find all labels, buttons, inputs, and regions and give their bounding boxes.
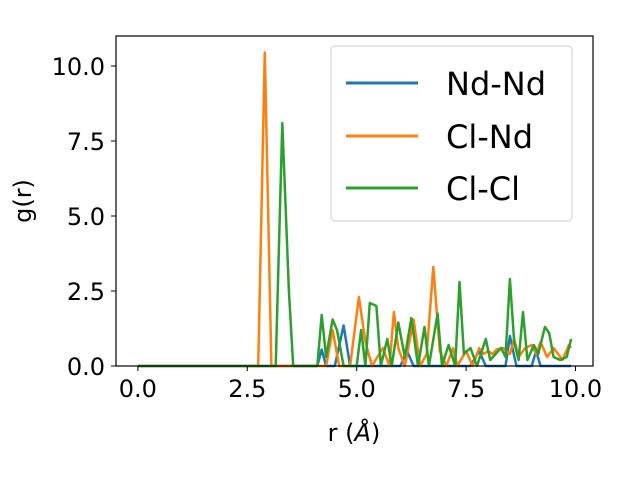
series-line-cl-cl: [137, 121, 573, 368]
series-line-cl-nd: [137, 51, 573, 368]
legend: Nd-Nd Cl-Nd Cl-Cl: [330, 45, 573, 222]
y-axis-ticks: 0.0 2.5 5.0 7.5 10.0: [52, 53, 116, 381]
x-tick-label: 0.0: [119, 375, 157, 403]
plot-frame: [115, 35, 594, 367]
x-tick-label: 10.0: [549, 375, 602, 403]
y-tick-label: 5.0: [67, 203, 105, 231]
legend-label-cl-nd: Cl-Nd: [446, 118, 533, 156]
y-axis-label: g(r): [9, 179, 37, 223]
y-tick-label: 7.5: [67, 128, 105, 156]
y-tick-label: 10.0: [52, 53, 105, 81]
x-tick-label: 7.5: [447, 375, 485, 403]
legend-label-nd-nd: Nd-Nd: [446, 65, 546, 103]
x-axis-label: r (Å): [328, 418, 381, 447]
x-axis-ticks: 0.0 2.5 5.0 7.5 10.0: [119, 366, 602, 403]
legend-label-cl-cl: Cl-Cl: [446, 170, 520, 208]
legend-box: [330, 45, 573, 222]
x-tick-label: 2.5: [228, 375, 266, 403]
y-tick-label: 0.0: [67, 353, 105, 381]
x-tick-label: 5.0: [338, 375, 376, 403]
y-tick-label: 2.5: [67, 278, 105, 306]
